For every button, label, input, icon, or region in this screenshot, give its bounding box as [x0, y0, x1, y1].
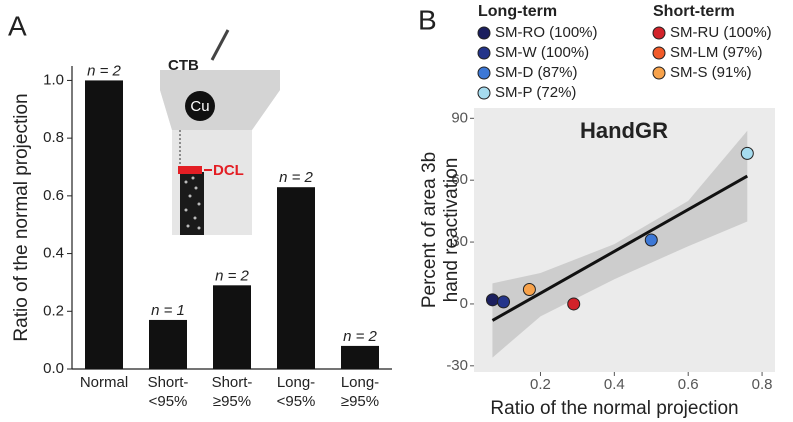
x-tick-label: 0.2	[530, 376, 551, 393]
y-tick-label: -30	[446, 357, 468, 374]
x-tick-label: Long-<95%	[277, 374, 316, 410]
chart-title: HandGR	[580, 118, 668, 143]
panel-label: B	[418, 4, 437, 35]
bar	[85, 80, 123, 369]
legend-swatch	[652, 46, 666, 60]
legend-swatch	[477, 26, 491, 40]
y-tick-label: 60	[451, 171, 468, 188]
x-tick-label: 0.4	[604, 376, 625, 393]
legend-swatch	[477, 46, 491, 60]
y-tick-label: 90	[451, 109, 468, 126]
confidence-band	[492, 130, 748, 358]
x-tick-label: 0.8	[752, 376, 773, 393]
legend-title: Long-term	[478, 3, 557, 20]
inset-dots	[184, 176, 201, 230]
legend-swatch	[652, 66, 666, 80]
inset-label: Cu	[190, 98, 209, 115]
bar	[277, 187, 315, 369]
bar-annotation: n = 1	[151, 302, 185, 319]
bar-annotation: n = 2	[215, 267, 249, 284]
fit-line	[491, 174, 749, 322]
inset-pipette	[210, 29, 230, 61]
inset-circle	[185, 91, 215, 121]
legend-swatch	[652, 26, 666, 40]
y-tick-label: 0.2	[43, 302, 64, 319]
legend-label: SM-RO (100%)	[495, 24, 598, 41]
legend-label: SM-LM (97%)	[670, 44, 763, 61]
inset-label: CTB	[168, 57, 199, 74]
bar-annotation: n = 2	[87, 62, 121, 79]
data-point	[644, 233, 658, 247]
data-point	[497, 295, 511, 309]
data-point	[522, 283, 536, 296]
bar	[149, 319, 187, 369]
legend-label: SM-W (100%)	[495, 44, 589, 61]
legend-label: SM-S (91%)	[670, 64, 752, 81]
inset-diagram: CTB Cu DCL	[160, 29, 280, 235]
legend-swatch	[477, 66, 491, 80]
x-tick-label: Long-≥95%	[341, 374, 379, 410]
inset-label: DCL	[213, 162, 244, 179]
bar-annotation: n = 2	[343, 328, 377, 345]
inset-marker	[178, 166, 202, 174]
y-tick-label: 0.6	[43, 187, 64, 204]
data-point	[485, 293, 499, 307]
legend-label: SM-RU (100%)	[670, 24, 772, 41]
x-tick-label: Short-≥95%	[212, 374, 253, 410]
y-tick-label: 1.0	[43, 71, 64, 88]
x-tick-label: Short-<95%	[148, 374, 189, 410]
data-point	[740, 146, 754, 160]
legend-label: SM-D (87%)	[495, 64, 578, 81]
y-axis-label: Ratio of the normal projection	[11, 93, 32, 341]
y-tick-label: 0.0	[43, 360, 64, 377]
bar	[213, 285, 251, 369]
legend-label: SM-P (72%)	[495, 84, 576, 101]
x-tick-label: Normal	[80, 374, 128, 391]
y-tick-label: 0	[460, 295, 468, 312]
bar-annotation: n = 2	[279, 169, 313, 186]
y-tick-label: 30	[451, 233, 468, 250]
legend-swatch	[477, 86, 491, 100]
y-tick-label: 0.4	[43, 245, 64, 262]
y-tick-label: 0.8	[43, 129, 64, 146]
panel-label: A	[8, 10, 27, 41]
legend-title: Short-term	[653, 3, 735, 20]
x-axis-label: Ratio of the normal projection	[490, 398, 738, 419]
y-axis-label: Percent of area 3bhand reactivation	[419, 152, 462, 308]
bar	[341, 345, 379, 369]
inset-shape	[160, 70, 280, 130]
data-point	[567, 297, 581, 311]
x-tick-label: 0.6	[678, 376, 699, 393]
